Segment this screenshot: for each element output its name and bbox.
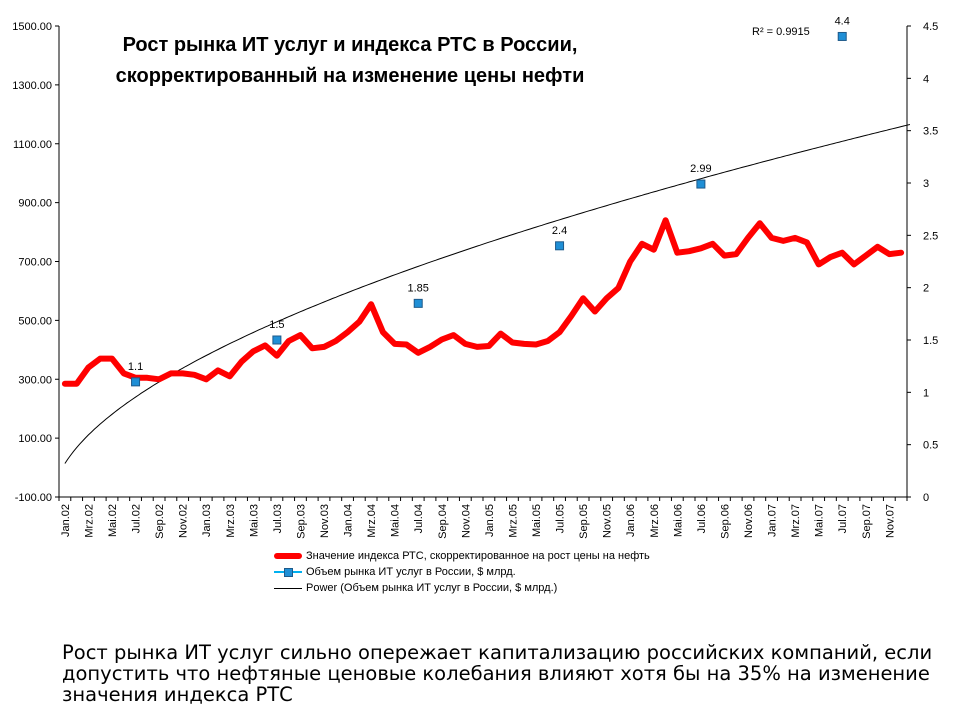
- it-market-data-label: 2.4: [552, 225, 567, 237]
- r-squared-label: R² = 0.9915: [752, 26, 810, 38]
- x-tick-label: Sep.04: [437, 504, 449, 539]
- legend-item-power-trend: Power (Объем рынка ИТ услуг в России, $ …: [272, 580, 650, 596]
- x-tick-label: Nov.07: [884, 504, 896, 538]
- x-tick-label: Jul.02: [131, 504, 143, 533]
- it-market-marker: [131, 377, 141, 387]
- y-right-tick-label: 2: [923, 283, 929, 295]
- it-market-data-label: 1.5: [269, 319, 284, 331]
- y-left-tick-label: -100.00: [15, 492, 52, 504]
- x-tick-label: Mai.03: [248, 504, 260, 537]
- y-left-tick-label: 1300.00: [12, 80, 52, 92]
- x-tick-label: Nov.06: [743, 504, 755, 538]
- x-tick-label: Mai.05: [531, 504, 543, 537]
- x-tick-label: Mrz.06: [649, 504, 661, 538]
- y-left-tick-label: 100.00: [18, 433, 52, 445]
- caption-line-3: значения индекса РТС: [62, 683, 293, 706]
- it-market-data-label: 1.85: [408, 282, 429, 294]
- y-right-tick-label: 2.5: [923, 230, 938, 242]
- x-tick-label: Mai.04: [390, 504, 402, 537]
- x-tick-label: Mrz.04: [366, 504, 378, 538]
- legend-label-power-trend: Power (Объем рынка ИТ услуг в России, $ …: [306, 582, 558, 594]
- x-tick-label: Nov.03: [319, 504, 331, 538]
- x-tick-label: Jan.04: [343, 504, 355, 537]
- x-tick-label: Jul.05: [555, 504, 567, 533]
- it-market-marker: [413, 298, 423, 308]
- x-tick-label: Mai.02: [107, 504, 119, 537]
- y-left-tick-label: 1500.00: [12, 21, 52, 33]
- x-tick-label: Jan.03: [201, 504, 213, 537]
- y-right-tick-label: 3.5: [923, 126, 938, 138]
- legend-key-square-marker: [272, 567, 302, 577]
- rts-index-line: [61, 217, 905, 387]
- x-tick-label: Mrz.05: [507, 504, 519, 538]
- x-tick-label: Jul.04: [413, 504, 425, 533]
- legend-label-rts: Значение индекса РТС, скорректированное …: [306, 550, 650, 562]
- x-tick-label: Jul.07: [837, 504, 849, 533]
- x-tick-label: Sep.03: [295, 504, 307, 539]
- legend-key-thick-red-line: [272, 551, 302, 561]
- y-left-tick-label: 500.00: [18, 315, 52, 327]
- it-market-marker: [696, 179, 706, 189]
- it-market-data-label: 4.4: [835, 15, 850, 27]
- chart-title: Рост рынка ИТ услуг и индекса РТС в Росс…: [70, 30, 630, 92]
- x-tick-label: Jan.07: [767, 504, 779, 537]
- x-tick-label: Jan.02: [60, 504, 72, 537]
- caption-line-1: Рост рынка ИТ услуг сильно опережает кап…: [62, 641, 933, 664]
- x-tick-label: Mrz.03: [225, 504, 237, 538]
- y-right-tick-label: 0.5: [923, 440, 938, 452]
- x-tick-label: Sep.05: [578, 504, 590, 539]
- x-tick-label: Mai.07: [814, 504, 826, 537]
- power-trendline: [64, 124, 911, 464]
- y-left-tick-label: 1100.00: [13, 139, 52, 151]
- y-right-tick-label: 3: [923, 178, 929, 190]
- x-tick-label: Sep.07: [861, 504, 873, 539]
- it-market-marker: [837, 31, 847, 41]
- legend-key-thin-black-line: [272, 583, 302, 593]
- y-right-tick-label: 4.5: [923, 21, 938, 33]
- x-tick-label: Sep.06: [719, 504, 731, 539]
- it-market-marker: [272, 335, 282, 345]
- it-market-data-label: 2.99: [690, 163, 711, 175]
- chart-title-line-2: скорректированный на изменение цены нефт…: [115, 65, 585, 87]
- x-tick-label: Mrz.07: [790, 504, 802, 538]
- chart-title-line-1: Рост рынка ИТ услуг и индекса РТС в Росс…: [122, 34, 578, 56]
- legend: Значение индекса РТС, скорректированное …: [272, 548, 650, 596]
- y-right-tick-label: 1.5: [923, 335, 938, 347]
- x-tick-label: Nov.05: [602, 504, 614, 538]
- y-right-tick-label: 4: [923, 73, 929, 85]
- x-tick-label: Nov.04: [460, 504, 472, 538]
- x-tick-label: Mai.06: [672, 504, 684, 537]
- x-tick-label: Jul.03: [272, 504, 284, 533]
- y-left-tick-label: 700.00: [18, 257, 52, 269]
- x-tick-label: Jan.06: [625, 504, 637, 537]
- y-left-tick-label: 300.00: [18, 374, 52, 386]
- legend-label-it-market: Объем рынка ИТ услуг в России, $ млрд.: [306, 566, 516, 578]
- x-tick-label: Mrz.02: [83, 504, 95, 538]
- legend-item-it-market: Объем рынка ИТ услуг в России, $ млрд.: [272, 564, 650, 580]
- x-tick-label: Nov.02: [178, 504, 190, 538]
- caption-line-2: допустить что нефтяные ценовые колебания…: [62, 662, 930, 685]
- legend-item-rts: Значение индекса РТС, скорректированное …: [272, 548, 650, 564]
- y-left-tick-label: 900.00: [18, 198, 52, 210]
- x-tick-label: Sep.02: [154, 504, 166, 539]
- y-right-tick-label: 0: [923, 492, 929, 504]
- it-market-marker: [555, 241, 565, 251]
- caption-text: Рост рынка ИТ услуг сильно опережает кап…: [62, 641, 933, 706]
- y-right-tick-label: 1: [923, 387, 929, 399]
- x-tick-label: Jan.05: [484, 504, 496, 537]
- x-tick-label: Jul.06: [696, 504, 708, 533]
- it-market-data-label: 1.1: [128, 361, 143, 373]
